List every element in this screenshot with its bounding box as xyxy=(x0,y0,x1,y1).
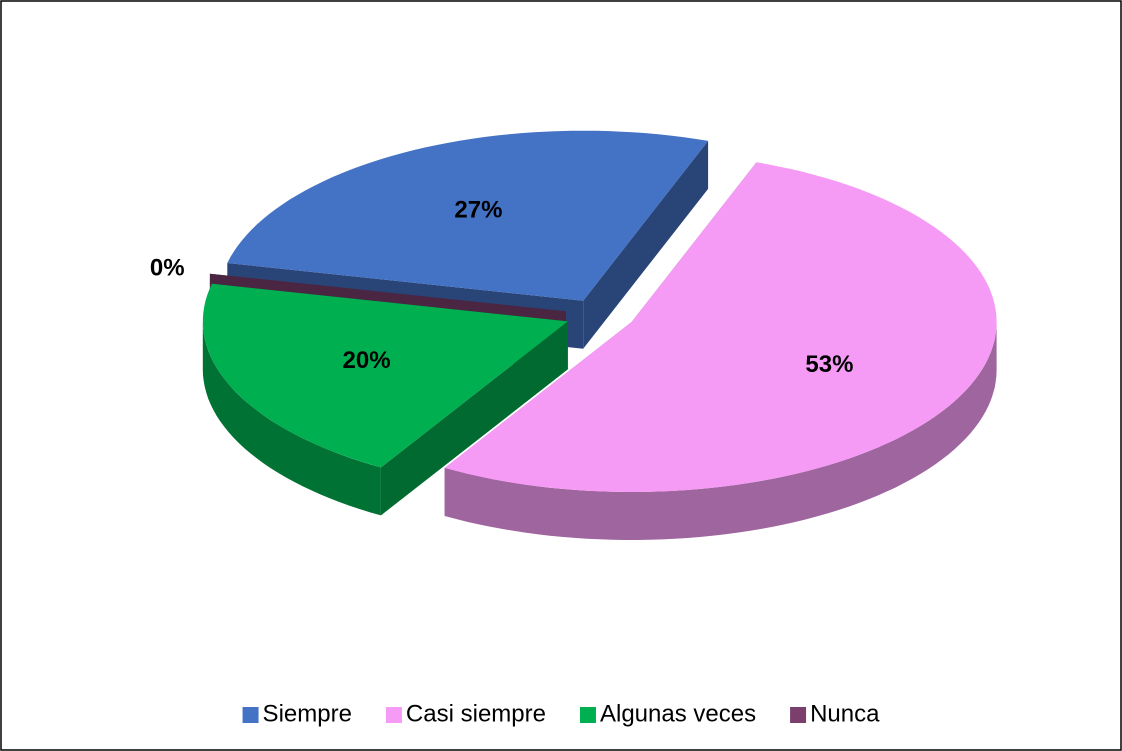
legend-label: Casi siempre xyxy=(406,700,546,727)
data-label: 0% xyxy=(150,255,185,282)
slice-side xyxy=(380,321,568,516)
legend-marker xyxy=(579,707,596,723)
legend-label: Siempre xyxy=(263,700,352,727)
slice-top xyxy=(202,283,568,468)
legend-marker xyxy=(385,707,402,723)
slice-wall xyxy=(202,321,381,516)
data-label: 27% xyxy=(454,196,502,223)
legend-label: Nunca xyxy=(810,700,880,727)
slice-top xyxy=(227,130,709,301)
slice xyxy=(444,162,997,540)
slice xyxy=(202,283,568,516)
data-label: 20% xyxy=(343,347,391,374)
legend-marker xyxy=(242,707,259,723)
data-label: 53% xyxy=(805,351,853,378)
legend-label: Algunas veces xyxy=(600,700,756,727)
pie: 27% 53% 20% 0% xyxy=(150,130,997,540)
legend-marker xyxy=(790,707,807,723)
slice-top xyxy=(444,162,997,492)
legend: Siempre Casi siempre Algunas veces Nunca xyxy=(242,700,880,727)
slice-wall xyxy=(444,322,997,540)
slice-side xyxy=(583,140,709,349)
